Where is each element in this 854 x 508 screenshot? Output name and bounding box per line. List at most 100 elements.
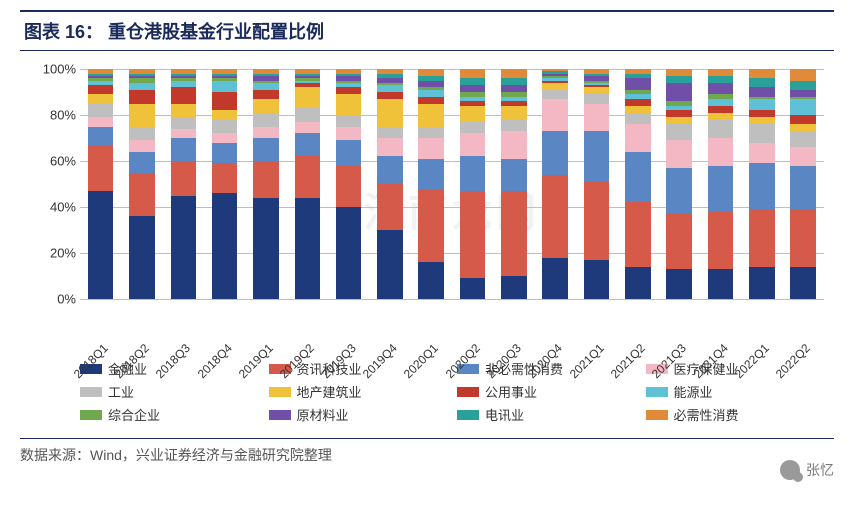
- bar-segment-industrials: [253, 113, 279, 127]
- bar-segment-financials: [708, 269, 734, 299]
- legend-item-conglomerates: 综合企业: [80, 405, 259, 424]
- bar-segment-healthcare: [501, 131, 527, 159]
- bar-segment-cons_disc: [666, 168, 692, 214]
- bar-segment-materials: [501, 85, 527, 92]
- legend-swatch: [80, 410, 102, 420]
- bar-segment-industrials: [542, 90, 568, 99]
- bar-segment-energy: [377, 85, 403, 92]
- y-tick-label: 60%: [30, 154, 76, 169]
- y-tick-label: 20%: [30, 246, 76, 261]
- bar-segment-real_estate: [212, 110, 238, 119]
- bar-segment-financials: [171, 196, 197, 300]
- legend-label: 能源业: [674, 382, 713, 401]
- bar-segment-industrials: [295, 108, 321, 122]
- bar-segment-real_estate: [708, 113, 734, 120]
- legend-item-industrials: 工业: [80, 382, 259, 401]
- bar-segment-real_estate: [749, 117, 775, 124]
- bar-segment-real_estate: [584, 87, 610, 94]
- bar-segment-cons_disc: [708, 166, 734, 212]
- bar-segment-utilities: [625, 99, 651, 106]
- bar-segment-industrials: [708, 120, 734, 138]
- bar-segment-industrials: [501, 120, 527, 132]
- plot-region: 0%20%40%60%80%100%: [80, 69, 824, 299]
- y-tick-label: 80%: [30, 108, 76, 123]
- bar-slot: [535, 69, 576, 299]
- bar-segment-energy: [171, 81, 197, 88]
- stacked-bar: [708, 69, 734, 299]
- bar-segment-telecom: [501, 78, 527, 85]
- bar-segment-materials: [749, 87, 775, 96]
- legend-swatch: [646, 387, 668, 397]
- bar-segment-healthcare: [336, 127, 362, 141]
- bar-segment-telecom: [749, 78, 775, 87]
- bar-segment-real_estate: [790, 124, 816, 131]
- bar-segment-it: [749, 209, 775, 267]
- bar-segment-healthcare: [129, 140, 155, 152]
- stacked-bar: [501, 69, 527, 299]
- bar-segment-healthcare: [377, 138, 403, 156]
- bar-segment-healthcare: [418, 138, 444, 159]
- bar-segment-financials: [542, 258, 568, 299]
- bar-segment-energy: [708, 99, 734, 106]
- stacked-bar: [88, 69, 114, 299]
- bar-slot: [80, 69, 121, 299]
- bar-segment-cons_disc: [336, 140, 362, 165]
- bar-segment-it: [625, 202, 651, 266]
- bar-segment-real_estate: [129, 104, 155, 127]
- bar-segment-industrials: [666, 124, 692, 140]
- bar-segment-materials: [460, 85, 486, 92]
- bar-segment-industrials: [584, 94, 610, 103]
- y-tick-label: 0%: [30, 292, 76, 307]
- bar-segment-cons_disc: [625, 152, 651, 203]
- chart-source: 数据来源：Wind，兴业证券经济与金融研究院整理: [20, 438, 834, 465]
- bar-segment-utilities: [377, 92, 403, 99]
- stacked-bar: [418, 69, 444, 299]
- chart-area: 河南龙网 0%20%40%60%80%100% 2018Q12018Q22018…: [80, 69, 824, 349]
- bar-segment-utilities: [253, 90, 279, 99]
- bar-segment-industrials: [418, 127, 444, 139]
- y-tick-label: 100%: [30, 62, 76, 77]
- bar-segment-cons_disc: [377, 156, 403, 184]
- bar-slot: [121, 69, 162, 299]
- bar-segment-energy: [418, 90, 444, 97]
- bar-segment-cons_disc: [212, 143, 238, 164]
- bar-segment-cons_disc: [501, 159, 527, 191]
- bar-slot: [576, 69, 617, 299]
- bar-segment-real_estate: [171, 104, 197, 118]
- stacked-bar: [625, 69, 651, 299]
- stacked-bar: [171, 69, 197, 299]
- bar-segment-cons_disc: [295, 133, 321, 156]
- legend-swatch: [80, 387, 102, 397]
- bar-segment-it: [460, 191, 486, 278]
- legend-swatch: [646, 410, 668, 420]
- bar-segment-financials: [501, 276, 527, 299]
- bar-slot: [204, 69, 245, 299]
- bar-segment-utilities: [418, 97, 444, 104]
- bar-slot: [245, 69, 286, 299]
- bar-segment-utilities: [336, 87, 362, 94]
- bar-segment-healthcare: [253, 127, 279, 139]
- bar-segment-telecom: [460, 78, 486, 85]
- bar-segment-cons_stap: [460, 69, 486, 78]
- bar-segment-it: [666, 214, 692, 269]
- title-text: 重仓港股基金行业配置比例: [108, 22, 324, 42]
- bar-segment-cons_disc: [129, 152, 155, 173]
- wechat-label: 张忆: [806, 460, 834, 480]
- bar-segment-healthcare: [171, 129, 197, 138]
- bar-segment-it: [253, 161, 279, 198]
- stacked-bar: [749, 69, 775, 299]
- bar-segment-healthcare: [88, 117, 114, 126]
- bar-segment-real_estate: [295, 87, 321, 108]
- bar-segment-cons_disc: [749, 163, 775, 209]
- bar-segment-healthcare: [790, 147, 816, 165]
- bar-slot: [452, 69, 493, 299]
- bar-segment-materials: [790, 90, 816, 97]
- bar-segment-energy: [129, 83, 155, 90]
- bar-segment-telecom: [708, 76, 734, 83]
- bar-slot: [783, 69, 824, 299]
- bar-segment-financials: [88, 191, 114, 299]
- bar-segment-real_estate: [542, 83, 568, 90]
- bar-slot: [493, 69, 534, 299]
- bar-segment-it: [336, 166, 362, 207]
- legend-label: 必需性消费: [674, 405, 739, 424]
